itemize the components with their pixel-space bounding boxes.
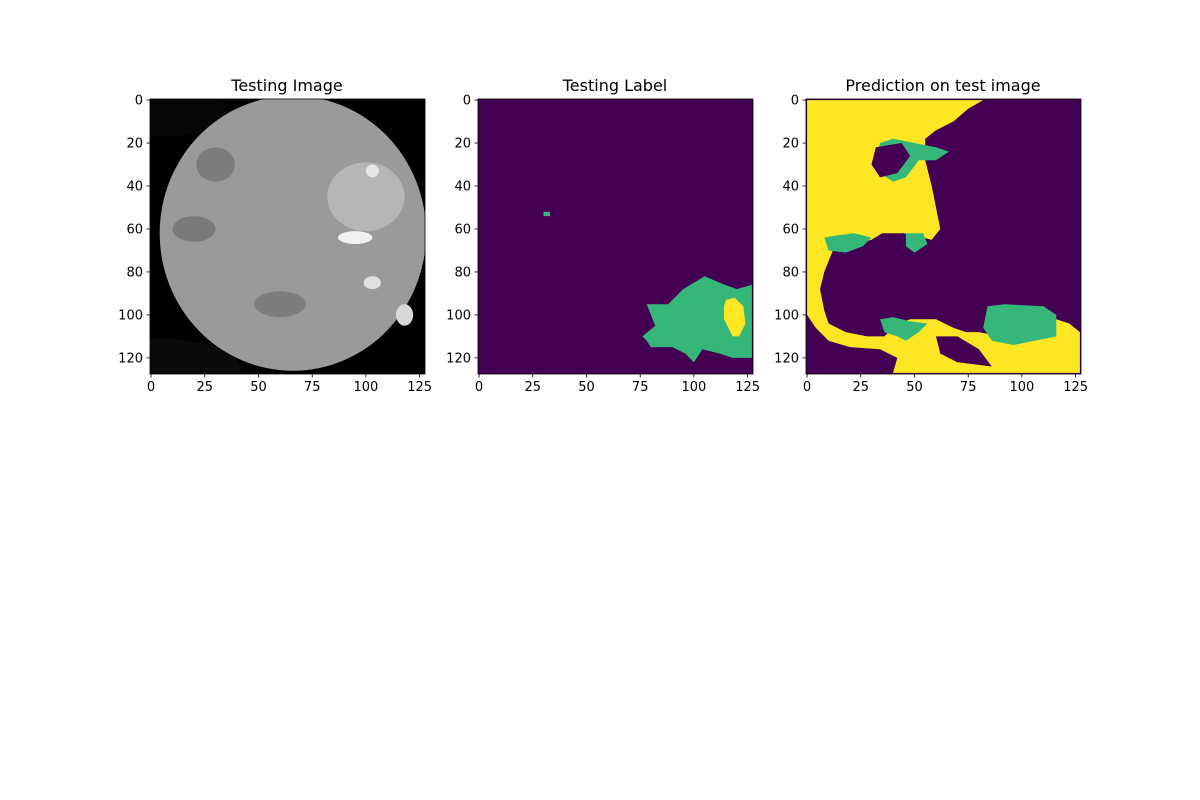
axes-frame	[149, 98, 426, 375]
image-area	[806, 99, 1081, 374]
y-tick-label: 100	[774, 308, 799, 323]
y-tick-label: 120	[118, 351, 143, 366]
image-region-tissue-dark	[254, 291, 306, 318]
label-region-class-1	[905, 233, 928, 253]
x-tick-label: 75	[304, 380, 321, 395]
x-tick-label: 50	[578, 380, 595, 395]
axes-frame	[477, 98, 754, 375]
image-region-tissue-dark	[196, 147, 235, 182]
y-tick-label: 0	[791, 94, 799, 109]
y-tick-label: 20	[126, 137, 143, 152]
x-tick-label: 25	[525, 380, 542, 395]
y-tick-label: 80	[782, 265, 799, 280]
label-region-class-1	[824, 233, 872, 253]
y-tick-label: 40	[782, 180, 799, 195]
image-region-bright-spot	[365, 164, 379, 178]
x-tick-label: 0	[147, 380, 155, 395]
panel-title-prediction: Prediction on test image	[845, 76, 1040, 95]
image-region-bright-spot	[395, 304, 414, 326]
x-tick-label: 0	[475, 380, 483, 395]
x-tick-label: 25	[197, 380, 214, 395]
y-tick-label: 60	[454, 222, 471, 237]
label-region-class-1	[543, 211, 550, 217]
image-region-tissue-light	[327, 162, 405, 232]
x-tick-label: 100	[682, 380, 707, 395]
panel-title-testing-label: Testing Label	[562, 76, 668, 95]
x-tick-label: 100	[1010, 380, 1035, 395]
image-region-bright-spot	[363, 276, 381, 290]
y-tick-label: 80	[454, 265, 471, 280]
panel-title-testing-image: Testing Image	[230, 76, 342, 95]
y-tick-label: 0	[463, 94, 471, 109]
y-tick-label: 20	[782, 137, 799, 152]
x-tick-label: 125	[407, 380, 432, 395]
label-region-class-1	[880, 317, 928, 341]
x-tick-label: 25	[853, 380, 870, 395]
image-region-background	[150, 99, 227, 137]
label-region-class-0	[936, 336, 992, 367]
label-region-class-1	[983, 304, 1057, 345]
x-tick-label: 125	[1063, 380, 1088, 395]
y-tick-label: 80	[126, 265, 143, 280]
y-tick-label: 120	[446, 351, 471, 366]
y-tick-label: 40	[126, 180, 143, 195]
image-area	[478, 99, 753, 374]
x-tick-label: 75	[632, 380, 649, 395]
y-tick-label: 120	[774, 351, 799, 366]
panel-prediction: Prediction on test image 0 25 50 75 100 125 0 2…	[774, 76, 1088, 395]
x-tick-label: 75	[960, 380, 977, 395]
axes-frame	[805, 98, 1082, 375]
label-region-class-1	[642, 276, 752, 363]
label-region-class-2	[724, 297, 746, 337]
y-tick-label: 20	[454, 137, 471, 152]
y-tick-label: 0	[135, 94, 143, 109]
image-region-bright-spot	[337, 231, 373, 245]
image-region-tissue-dark	[172, 216, 216, 242]
panel-testing-label: Testing Label 0 25 50 75 100 125 0 20 40 60 80 100 1…	[446, 76, 760, 395]
y-tick-label: 60	[782, 222, 799, 237]
x-tick-label: 125	[735, 380, 760, 395]
image-area	[150, 99, 425, 374]
y-tick-label: 60	[126, 222, 143, 237]
y-tick-label: 40	[454, 180, 471, 195]
x-tick-label: 50	[906, 380, 923, 395]
x-tick-label: 50	[250, 380, 267, 395]
y-tick-label: 100	[118, 308, 143, 323]
x-tick-label: 0	[803, 380, 811, 395]
panel-testing-image: Testing Image 0 25 50 75 100 125 0 20 40 60 80 100 1…	[118, 76, 432, 395]
y-tick-label: 100	[446, 308, 471, 323]
label-region-class-0	[871, 143, 911, 178]
x-tick-label: 100	[354, 380, 379, 395]
image-region-background	[150, 338, 242, 374]
